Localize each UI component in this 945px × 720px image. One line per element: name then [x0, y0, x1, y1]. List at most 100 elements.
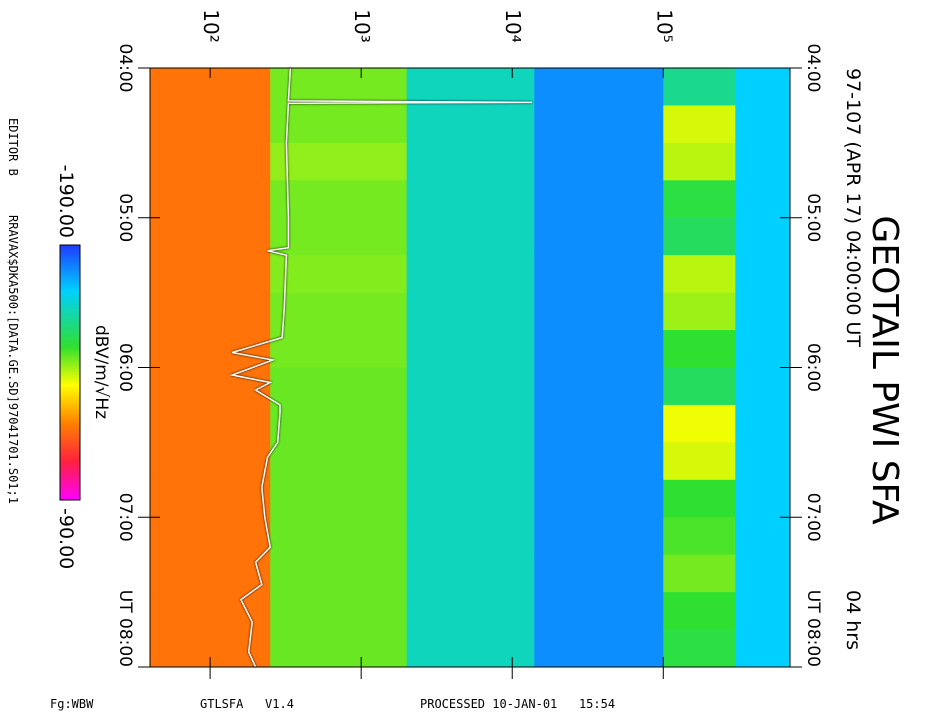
heatmap-cell: [534, 330, 664, 368]
heatmap-cell: [534, 479, 664, 518]
heatmap-cell: [663, 554, 736, 593]
y-tick-label: 04:00: [803, 44, 823, 93]
heatmap-cell: [406, 330, 535, 368]
heatmap-cell: [270, 554, 408, 593]
heatmap-cell: [534, 554, 664, 593]
heatmap-cell: [150, 142, 271, 181]
heatmap-cell: [663, 479, 736, 518]
heatmap-cell: [663, 180, 736, 219]
heatmap-cell: [534, 517, 664, 556]
heatmap-cell: [150, 217, 271, 256]
heatmap-cell: [270, 517, 408, 556]
y-tick-label: 05:00: [803, 193, 823, 242]
heatmap-cell: [270, 404, 408, 443]
y-tick-label: 05:00: [115, 193, 135, 242]
x-tick-label: 10³: [350, 9, 374, 42]
chart-title: GEOTAIL PWI SFA: [864, 215, 905, 525]
heatmap-cell: [663, 142, 736, 181]
heatmap-cell: [406, 142, 535, 181]
heatmap-cell: [534, 217, 664, 256]
heatmap-cell: [270, 180, 408, 219]
trace-line: [229, 67, 532, 668]
file-note: RRAVAX$DKA500:[DATA.GE.SD]97041701.S01;1: [6, 215, 20, 504]
heatmap-cell: [270, 68, 408, 106]
heatmap-cell: [406, 479, 535, 518]
heatmap-cell: [735, 592, 791, 631]
heatmap-cell: [735, 330, 791, 368]
footer-text: GTLSFA V1.4: [200, 697, 294, 711]
heatmap-cell: [735, 217, 791, 256]
heatmap-cell: [663, 105, 736, 144]
x-tick-label: 10⁴: [501, 9, 525, 42]
heatmap-cell: [534, 292, 664, 331]
y-tick-label: UT 08:00: [115, 590, 135, 667]
heatmap-cell: [406, 217, 535, 256]
heatmap-cell: [735, 180, 791, 219]
heatmap-cell: [735, 367, 791, 406]
heatmap-cell: [534, 629, 664, 668]
heatmap-cell: [663, 442, 736, 481]
heatmap-cell: [150, 292, 271, 331]
heatmap-cell: [270, 292, 408, 331]
heatmap-cell: [150, 404, 271, 443]
heatmap-cell: [150, 592, 271, 631]
heatmap-cell: [406, 68, 535, 106]
heatmap-cell: [406, 367, 535, 406]
heatmap-cell: [534, 105, 664, 144]
colorbar-label: dBV/m/√Hz: [91, 325, 111, 419]
heatmap-cell: [406, 629, 535, 668]
heatmap-cell: [150, 255, 271, 294]
heatmap-cell: [663, 292, 736, 331]
heatmap-cell: [735, 292, 791, 331]
heatmap-cell: [270, 442, 408, 481]
heatmap-cell: [270, 142, 408, 181]
heatmap-cell: [270, 255, 408, 294]
heatmap-cell: [735, 68, 791, 106]
heatmap-cell: [270, 330, 408, 368]
heatmap-cell: [534, 367, 664, 406]
heatmap-cell: [406, 554, 535, 593]
heatmap-cell: [663, 367, 736, 406]
heatmap-cell: [270, 629, 408, 668]
heatmap-cell: [663, 330, 736, 368]
heatmap: [150, 67, 791, 668]
duration: 04 hrs: [842, 590, 864, 650]
heatmap-cell: [270, 105, 408, 144]
heatmap-cell: [735, 554, 791, 593]
heatmap-cell: [663, 255, 736, 294]
subtitle: 97-107 (APR 17) 04:00:00 UT: [842, 68, 864, 347]
heatmap-cell: [534, 442, 664, 481]
footer-text: Fg:WBW: [50, 697, 94, 711]
heatmap-cell: [270, 367, 408, 406]
heatmap-cell: [663, 629, 736, 668]
heatmap-cell: [150, 180, 271, 219]
y-tick-label: UT 08:00: [803, 590, 823, 667]
x-tick-label: 10⁵: [652, 9, 676, 42]
x-tick-label: 10²: [199, 9, 223, 42]
heatmap-cell: [663, 517, 736, 556]
heatmap-cell: [150, 517, 271, 556]
heatmap-cell: [663, 592, 736, 631]
heatmap-cell: [534, 255, 664, 294]
y-tick-label: 06:00: [115, 343, 135, 392]
heatmap-cell: [735, 629, 791, 668]
heatmap-cell: [663, 404, 736, 443]
heatmap-cell: [735, 442, 791, 481]
heatmap-cell: [534, 180, 664, 219]
heatmap-cell: [150, 330, 271, 368]
heatmap-cell: [534, 404, 664, 443]
heatmap-cell: [663, 68, 736, 106]
heatmap-cell: [406, 404, 535, 443]
heatmap-cell: [735, 479, 791, 518]
heatmap-cell: [270, 592, 408, 631]
y-tick-label: 06:00: [803, 343, 823, 392]
heatmap-cell: [406, 255, 535, 294]
heatmap-cell: [534, 592, 664, 631]
y-tick-label: 04:00: [115, 44, 135, 93]
heatmap-cell: [735, 105, 791, 144]
heatmap-cell: [534, 142, 664, 181]
heatmap-cell: [270, 479, 408, 518]
heatmap-cell: [150, 105, 271, 144]
colorbar-tick-label: -90.00: [55, 508, 77, 569]
